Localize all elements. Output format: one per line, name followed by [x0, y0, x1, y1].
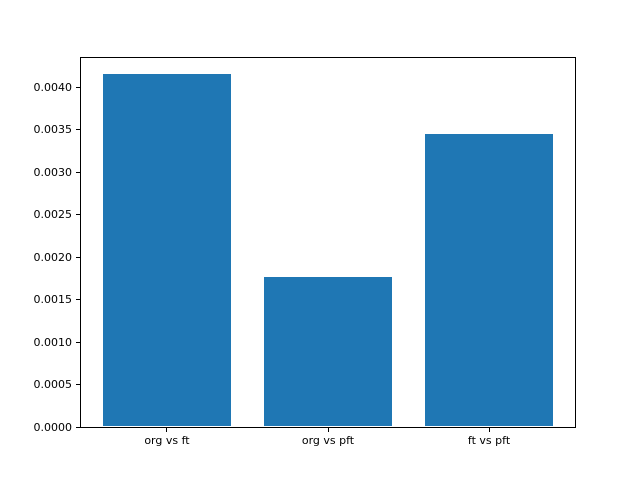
x-tick-label: ft vs pft	[467, 433, 511, 447]
x-tick	[166, 427, 168, 432]
y-tick-label: 0.0015	[33, 293, 73, 307]
y-tick	[76, 427, 80, 428]
bar	[424, 134, 554, 427]
y-tick-label: 0.0005	[33, 378, 73, 392]
y-tick	[76, 129, 80, 131]
x-tick	[488, 427, 490, 432]
x-tick-label: org vs ft	[144, 433, 190, 447]
y-tick-label: 0.0040	[33, 80, 73, 94]
x-tick	[327, 427, 329, 432]
y-tick-label: 0.0035	[33, 123, 73, 137]
bar	[263, 277, 393, 427]
y-tick	[76, 384, 80, 386]
y-tick	[76, 171, 80, 173]
y-tick-label: 0.0020	[33, 250, 73, 264]
y-tick-label: 0.0000	[33, 421, 73, 434]
y-tick	[76, 341, 80, 343]
y-tick	[76, 299, 80, 301]
y-tick-label: 0.0025	[33, 208, 73, 222]
bar	[102, 74, 232, 427]
y-tick	[76, 256, 80, 258]
y-tick	[76, 214, 80, 216]
y-tick-label: 0.0030	[33, 165, 73, 179]
x-tick-label: org vs pft	[301, 433, 355, 447]
y-tick-label: 0.0010	[33, 335, 73, 349]
y-tick	[76, 86, 80, 88]
